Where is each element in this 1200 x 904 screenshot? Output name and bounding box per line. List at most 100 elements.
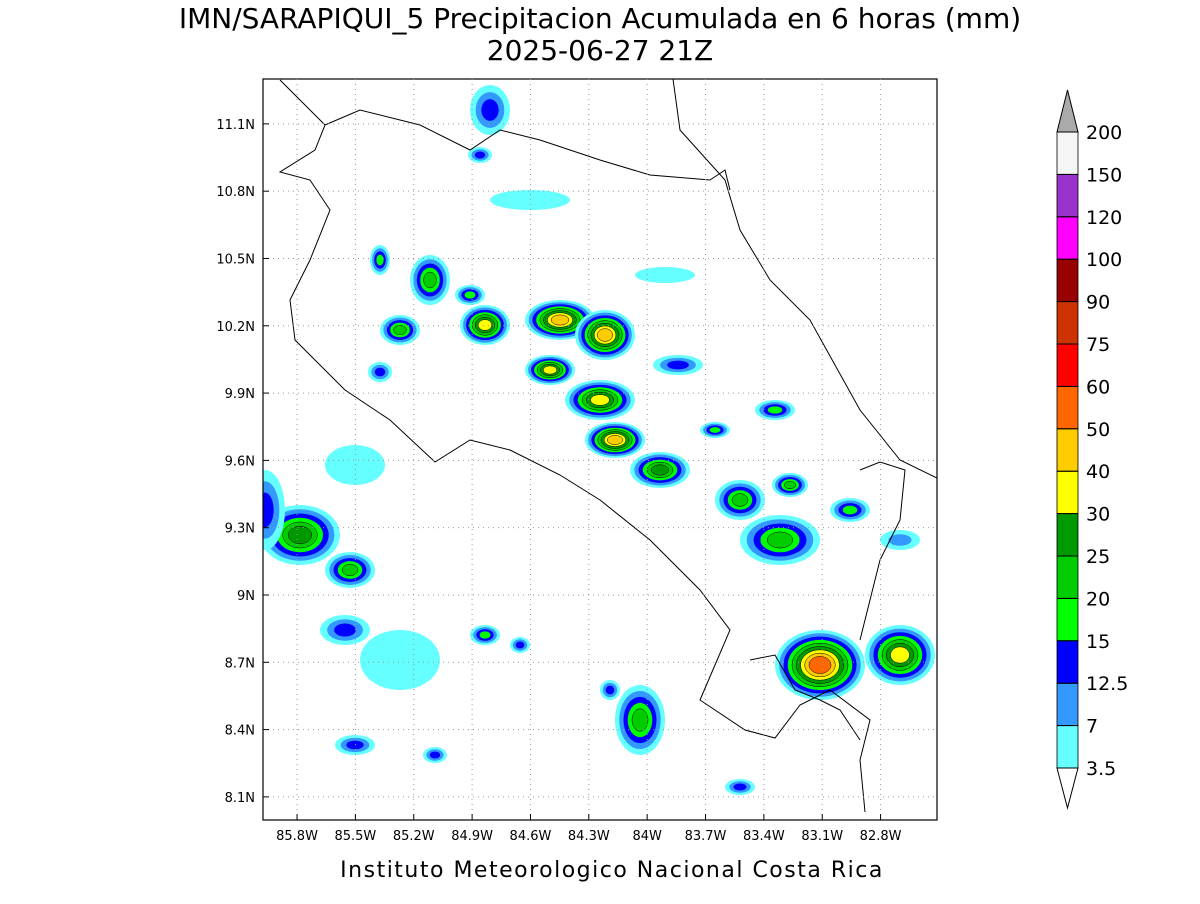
precip-contour [346, 740, 364, 750]
x-tick-label: 83.1W [801, 829, 843, 844]
panama-border [859, 461, 906, 641]
colorbar-label: 12.5 [1086, 673, 1128, 695]
x-tick-label: 82.8W [860, 829, 902, 844]
footer: Instituto Meteorologico Nacional Costa R… [340, 858, 884, 883]
colorbar-band [1056, 682, 1079, 727]
precip-contour [783, 480, 797, 490]
precip-contour [341, 563, 359, 577]
precip-contour [423, 271, 437, 289]
precip-contour [550, 314, 570, 326]
colorbar-under [1056, 767, 1079, 810]
precip-contour [477, 319, 493, 331]
colorbar-band [1056, 428, 1079, 472]
colorbar-label: 20 [1086, 588, 1110, 610]
y-tick-label: 9.3N [225, 522, 255, 537]
x-tick-label: 85.8W [276, 829, 318, 844]
precip-contour [766, 531, 794, 549]
y-tick-label: 11.1N [216, 118, 255, 133]
colorbar-label: 120 [1086, 207, 1122, 229]
map-subtitle: 2025-06-27 21Z [487, 34, 713, 67]
precip-contour [808, 656, 832, 674]
y-tick-label: 10.5N [216, 252, 255, 267]
precip-field [263, 85, 935, 795]
precip-contour [635, 267, 695, 283]
colorbar-over [1056, 89, 1079, 133]
precip-contour [667, 360, 689, 370]
precip-contour [376, 254, 384, 266]
colorbar-label: 100 [1086, 249, 1122, 271]
precip-contour [334, 623, 356, 637]
precip-contour [597, 328, 613, 342]
precip-contour [374, 367, 386, 377]
y-tick-label: 8.4N [225, 724, 255, 739]
colorbar-band [1056, 343, 1079, 387]
precip-contour [479, 631, 491, 639]
precip-contour [481, 99, 499, 121]
colorbar-label: 90 [1086, 292, 1110, 314]
y-tick-label: 10.2N [216, 320, 255, 335]
precip-contour [631, 708, 649, 732]
precip-contour [607, 435, 623, 445]
colorbar-band [1056, 555, 1079, 599]
y-tick-label: 9.6N [225, 454, 255, 469]
colorbar-band [1056, 470, 1079, 515]
y-tick-label: 9.9N [225, 387, 255, 402]
x-tick-label: 83.7W [685, 829, 727, 844]
colorbar-label: 3.5 [1086, 758, 1116, 780]
precip-contour [263, 492, 274, 528]
border [324, 109, 731, 191]
precip-contour [731, 493, 749, 507]
precip-contour [733, 783, 747, 791]
colorbar-label: 50 [1086, 419, 1110, 441]
precip-contour [515, 641, 525, 649]
precip-contour [464, 291, 476, 299]
precip-contour [709, 427, 721, 433]
colorbar-band [1056, 598, 1079, 642]
x-tick-label: 85.5W [334, 829, 376, 844]
y-tick-label: 8.7N [225, 656, 255, 671]
colorbar-band [1056, 640, 1079, 684]
coastlines [278, 79, 937, 813]
colorbar-band [1056, 131, 1079, 175]
x-tick-label: 84W [632, 829, 662, 844]
precip-contour [605, 685, 615, 695]
colorbar-band [1056, 725, 1079, 769]
colorbar-band [1056, 513, 1079, 557]
precip-contour [393, 324, 407, 336]
colorbar-band [1056, 258, 1079, 303]
x-tick-label: 85.2W [393, 829, 435, 844]
precip-contour [474, 151, 486, 159]
colorbar-label: 200 [1086, 122, 1122, 144]
y-tick-label: 8.1N [225, 791, 255, 806]
precip-contour [890, 646, 910, 664]
colorbar-band [1056, 301, 1079, 345]
colorbar-band [1056, 216, 1079, 260]
precip-contour [888, 534, 912, 546]
gulf-coast [749, 654, 861, 741]
colorbar-label: 30 [1086, 504, 1110, 526]
map-title: IMN/SARAPIQUI_5 Precipitacion Acumulada … [179, 2, 1021, 35]
precip-contour [842, 505, 858, 515]
colorbar-band [1056, 173, 1079, 218]
precip-contour [651, 464, 669, 476]
y-tick-label: 9N [237, 589, 255, 604]
y-tick-label: 10.8N [216, 185, 255, 200]
precip-contour [767, 406, 783, 414]
precip-contour [429, 751, 441, 759]
caribbean-coast [672, 79, 937, 479]
precip-contour [360, 630, 440, 690]
plot-frame [262, 78, 938, 821]
colorbar-label: 75 [1086, 334, 1110, 356]
x-tick-label: 84.6W [510, 829, 552, 844]
pacific-coast [278, 79, 871, 813]
colorbar-label: 15 [1086, 631, 1110, 653]
colorbar-label: 7 [1086, 716, 1098, 738]
colorbar-label: 60 [1086, 376, 1110, 398]
x-tick-label: 83.4W [743, 829, 785, 844]
precip-contour [325, 445, 385, 485]
colorbar-label: 25 [1086, 546, 1110, 568]
x-tick-label: 84.3W [568, 829, 610, 844]
colorbar-label: 150 [1086, 164, 1122, 186]
precip-contour [288, 526, 312, 544]
